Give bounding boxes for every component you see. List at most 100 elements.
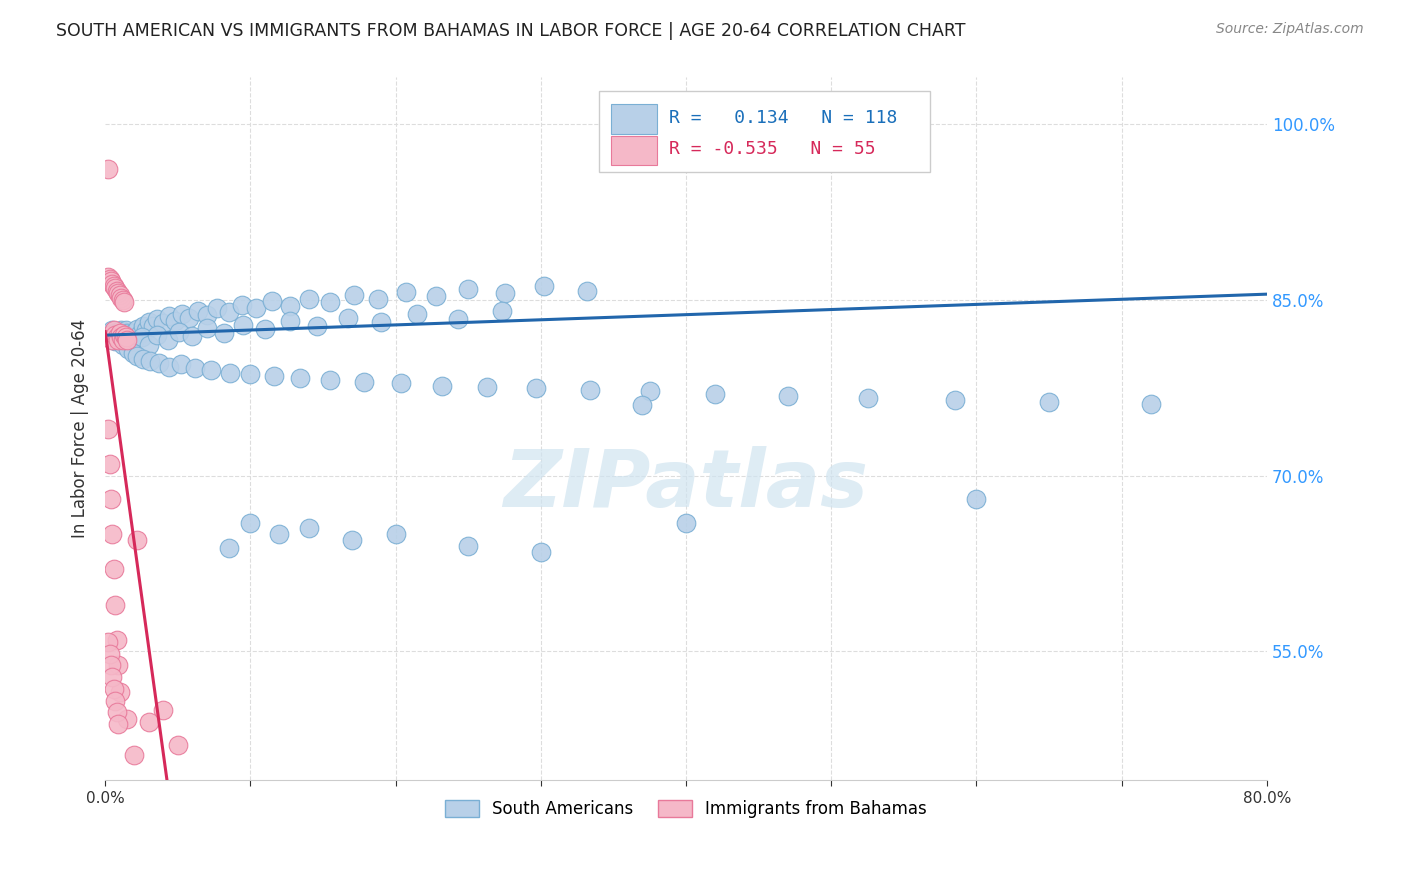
- Point: [105, 326, 128, 341]
- Point: [184, 361, 207, 376]
- Point: [425, 289, 447, 303]
- Point: [114, 323, 136, 337]
- Point: [430, 378, 453, 392]
- Point: [103, 323, 125, 337]
- Point: [142, 318, 165, 333]
- Point: [121, 345, 143, 359]
- Point: [98, 272, 121, 286]
- Point: [579, 383, 602, 397]
- Point: [232, 318, 254, 332]
- Point: [98, 328, 121, 343]
- Point: [288, 371, 311, 385]
- Point: [526, 381, 548, 395]
- Point: [179, 310, 201, 325]
- Point: [127, 322, 149, 336]
- Point: [342, 288, 364, 302]
- Point: [856, 392, 879, 406]
- Point: [115, 333, 138, 347]
- FancyBboxPatch shape: [610, 104, 657, 134]
- Point: [117, 335, 139, 350]
- Point: [104, 693, 127, 707]
- Point: [97, 422, 120, 436]
- Point: [163, 314, 186, 328]
- Point: [145, 846, 167, 860]
- Point: [117, 330, 139, 344]
- Point: [115, 333, 138, 347]
- Point: [132, 318, 155, 333]
- Point: [101, 323, 124, 337]
- Point: [111, 328, 134, 343]
- Point: [253, 322, 276, 336]
- Point: [138, 337, 160, 351]
- Point: [245, 301, 267, 316]
- Point: [187, 303, 209, 318]
- Point: [638, 384, 661, 399]
- Point: [297, 292, 319, 306]
- Point: [353, 375, 375, 389]
- Point: [219, 366, 242, 380]
- Point: [104, 598, 127, 612]
- Point: [704, 386, 727, 401]
- Point: [156, 333, 179, 347]
- Point: [129, 326, 152, 341]
- Text: R =   0.134   N = 118: R = 0.134 N = 118: [669, 109, 897, 127]
- Point: [117, 342, 139, 356]
- Point: [108, 288, 131, 302]
- Point: [214, 326, 236, 340]
- Point: [319, 373, 342, 387]
- Point: [278, 314, 301, 328]
- Point: [105, 284, 128, 298]
- Point: [110, 330, 132, 344]
- Point: [100, 330, 122, 344]
- Point: [340, 533, 363, 548]
- Point: [146, 328, 169, 343]
- Point: [319, 295, 342, 310]
- Point: [107, 658, 129, 673]
- Point: [114, 330, 136, 344]
- Point: [101, 277, 124, 291]
- Point: [111, 333, 134, 347]
- Point: [776, 389, 799, 403]
- Y-axis label: In Labor Force | Age 20-64: In Labor Force | Age 20-64: [72, 319, 89, 539]
- Point: [269, 527, 291, 541]
- Point: [675, 516, 697, 530]
- Point: [104, 328, 127, 343]
- Point: [146, 311, 169, 326]
- Point: [103, 326, 125, 340]
- Point: [138, 820, 160, 834]
- Point: [475, 380, 498, 394]
- Point: [122, 334, 145, 348]
- Point: [118, 328, 141, 343]
- Point: [107, 717, 129, 731]
- Point: [172, 307, 194, 321]
- Point: [103, 681, 125, 696]
- Text: SOUTH AMERICAN VS IMMIGRANTS FROM BAHAMAS IN LABOR FORCE | AGE 20-64 CORRELATION: SOUTH AMERICAN VS IMMIGRANTS FROM BAHAMA…: [56, 22, 966, 40]
- Point: [447, 311, 470, 326]
- Text: Source: ZipAtlas.com: Source: ZipAtlas.com: [1216, 22, 1364, 37]
- Point: [120, 333, 142, 347]
- Point: [131, 785, 153, 799]
- Point: [530, 545, 553, 559]
- Point: [966, 492, 988, 507]
- Point: [391, 376, 413, 391]
- Point: [139, 354, 162, 368]
- Point: [152, 879, 174, 892]
- Point: [107, 325, 129, 339]
- Point: [491, 303, 513, 318]
- Point: [370, 315, 392, 329]
- Point: [112, 330, 135, 344]
- Point: [104, 281, 127, 295]
- Point: [131, 330, 153, 344]
- Point: [457, 283, 479, 297]
- Point: [100, 326, 122, 340]
- Point: [105, 332, 128, 346]
- Point: [122, 747, 145, 762]
- Point: [170, 358, 193, 372]
- Point: [101, 330, 124, 344]
- Point: [239, 367, 262, 381]
- Point: [112, 326, 135, 340]
- Point: [101, 527, 124, 541]
- Point: [122, 330, 145, 344]
- Point: [110, 330, 132, 344]
- Point: [166, 738, 188, 752]
